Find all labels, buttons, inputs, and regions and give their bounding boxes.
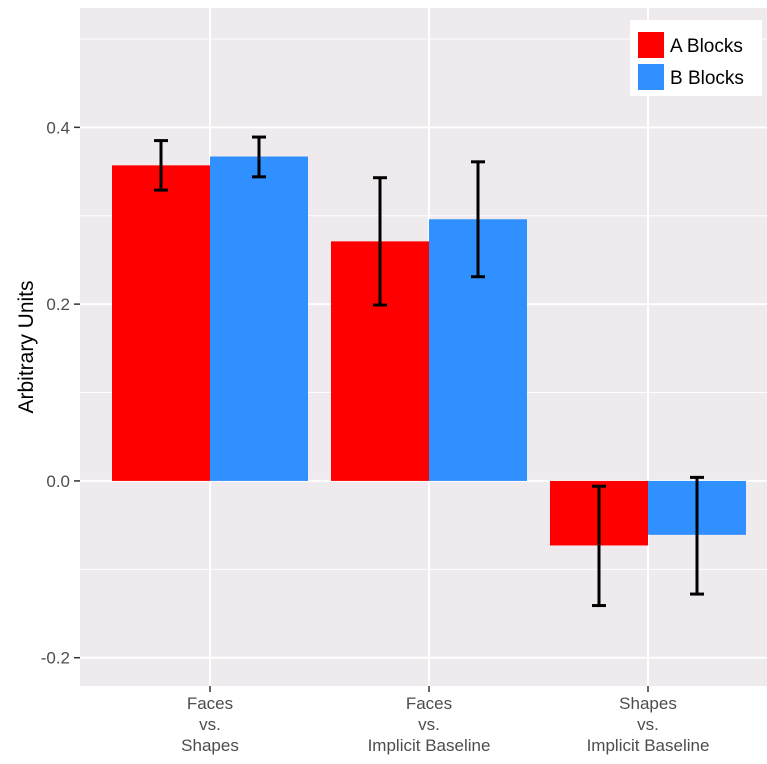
y-tick-label: 0.4 [46, 118, 70, 137]
x-tick-label-faces-vs-implicit-baseline-line-3: Implicit Baseline [368, 736, 491, 755]
y-tick-label: -0.2 [41, 649, 70, 668]
legend-label-a-blocks: A Blocks [670, 36, 743, 57]
error-bars [154, 135, 704, 608]
legend: A Blocks B Blocks [630, 20, 762, 96]
y-axis-title: Arbitrary Units [15, 280, 38, 413]
legend-swatch-b-blocks [638, 64, 664, 90]
legend-swatch-a-blocks [638, 32, 664, 58]
x-tick-label-faces-vs-implicit-baseline-line-2: vs. [418, 715, 440, 734]
y-tick-label: 0.2 [46, 295, 70, 314]
x-tick-label-faces-vs-implicit-baseline-line-1: Faces [406, 694, 452, 713]
x-tick-label-shapes-vs-implicit-baseline-line-3: Implicit Baseline [587, 736, 710, 755]
x-tick-label-shapes-vs-implicit-baseline-line-1: Shapes [619, 694, 677, 713]
legend-label-b-blocks: B Blocks [670, 68, 744, 89]
bar-b-faces-vs-shapes [210, 156, 308, 481]
bar-a-faces-vs-shapes [112, 165, 210, 481]
x-tick-label-shapes-vs-implicit-baseline-line-2: vs. [637, 715, 659, 734]
x-tick-label-faces-vs-shapes-line-1: Faces [187, 694, 233, 713]
x-tick-label-faces-vs-shapes-line-2: vs. [199, 715, 221, 734]
y-tick-label: 0.0 [46, 472, 70, 491]
x-axis-ticks: Faces vs. Shapes Faces vs. Implicit Baseline S… [181, 686, 709, 755]
x-tick-label-faces-vs-shapes-line-3: Shapes [181, 736, 239, 755]
y-axis-ticks: -0.2 0.0 0.2 0.4 [41, 118, 80, 668]
